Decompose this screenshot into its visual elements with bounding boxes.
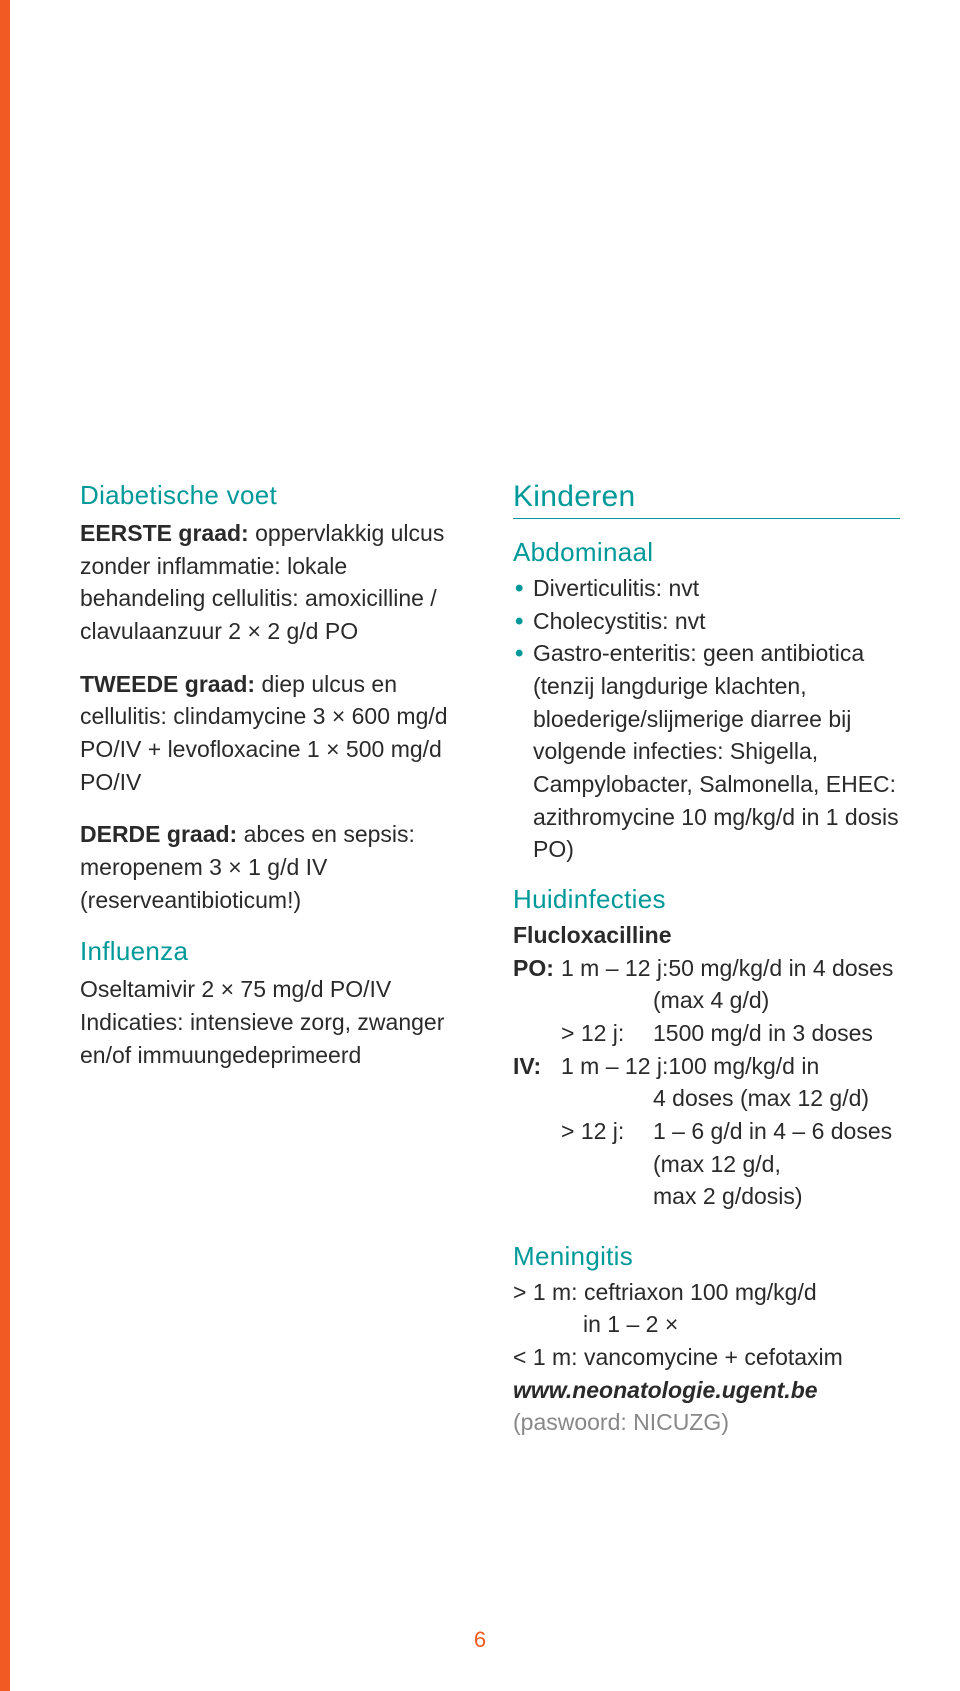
heading-meningitis: Meningitis — [513, 1241, 900, 1272]
po-val1: 50 mg/kg/d in 4 doses — [668, 952, 900, 985]
skin-drug: Flucloxacilline — [513, 919, 900, 952]
iv-val2: 1 – 6 g/d in 4 – 6 doses — [653, 1115, 900, 1148]
iv-cont1: 4 doses (max 12 g/d) — [513, 1082, 900, 1115]
iv-cont2: (max 12 g/d, — [513, 1148, 900, 1181]
grade3-label: DERDE graad: — [80, 821, 237, 847]
meningitis-line1b: in 1 – 2 × — [513, 1308, 900, 1341]
heading-kinderen: Kinderen — [513, 480, 900, 519]
iv-label: IV: — [513, 1050, 561, 1083]
heading-abdominaal: Abdominaal — [513, 537, 900, 568]
column-left: Diabetische voet EERSTE graad: oppervlak… — [80, 480, 467, 1439]
po-label: PO: — [513, 952, 561, 985]
abdominaal-list: Diverticulitis: nvt Cholecystitis: nvt G… — [513, 572, 900, 866]
drug-name: Flucloxacilline — [513, 922, 672, 948]
grade2-label: TWEEDE graad: — [80, 671, 255, 697]
po-max1: (max 4 g/d) — [513, 984, 900, 1017]
iv-cont3: max 2 g/dosis) — [513, 1180, 900, 1213]
iv-val1: 100 mg/kg/d in — [668, 1050, 900, 1083]
grade2-text: TWEEDE graad: diep ulcus en cellulitis: … — [80, 668, 467, 799]
heading-diabetische-voet: Diabetische voet — [80, 480, 467, 511]
heading-huidinfecties: Huidinfecties — [513, 884, 900, 915]
dose-po-row2: > 12 j: 1500 mg/d in 3 doses — [513, 1017, 900, 1050]
column-right: Kinderen Abdominaal Diverticulitis: nvt … — [513, 480, 900, 1439]
list-item: Cholecystitis: nvt — [513, 605, 900, 638]
po-age2: > 12 j: — [561, 1017, 653, 1050]
po-val2: 1500 mg/d in 3 doses — [653, 1017, 900, 1050]
po-age1: 1 m – 12 j: — [561, 952, 668, 985]
iv-spacer — [513, 1115, 561, 1148]
meningitis-password: (paswoord: NICUZG) — [513, 1406, 900, 1439]
accent-bar — [0, 0, 10, 1691]
grade1-text: EERSTE graad: oppervlakkig ulcus zonder … — [80, 517, 467, 648]
meningitis-line2: < 1 m: vancomycine + cefotaxim — [513, 1341, 900, 1374]
meningitis-line1: > 1 m: ceftriaxon 100 mg/kg/d — [513, 1276, 900, 1309]
list-item: Gastro-enteritis: geen antibiotica (tenz… — [513, 637, 900, 866]
iv-age1: 1 m – 12 j: — [561, 1050, 668, 1083]
meningitis-url: www.neonatologie.ugent.be — [513, 1374, 900, 1407]
heading-influenza: Influenza — [80, 936, 467, 967]
po-spacer — [513, 1017, 561, 1050]
grade1-label: EERSTE graad: — [80, 520, 249, 546]
page-content: Diabetische voet EERSTE graad: oppervlak… — [0, 0, 960, 1439]
list-item: Diverticulitis: nvt — [513, 572, 900, 605]
dose-po-row1: PO: 1 m – 12 j: 50 mg/kg/d in 4 doses — [513, 952, 900, 985]
influenza-text: Oseltamivir 2 × 75 mg/d PO/IV Indicaties… — [80, 973, 467, 1071]
dose-iv-row1: IV: 1 m – 12 j: 100 mg/kg/d in — [513, 1050, 900, 1083]
iv-age2: > 12 j: — [561, 1115, 653, 1148]
grade3-text: DERDE graad: abces en sepsis: meropenem … — [80, 818, 467, 916]
page-number: 6 — [0, 1627, 960, 1653]
dose-iv-row2: > 12 j: 1 – 6 g/d in 4 – 6 doses — [513, 1115, 900, 1148]
